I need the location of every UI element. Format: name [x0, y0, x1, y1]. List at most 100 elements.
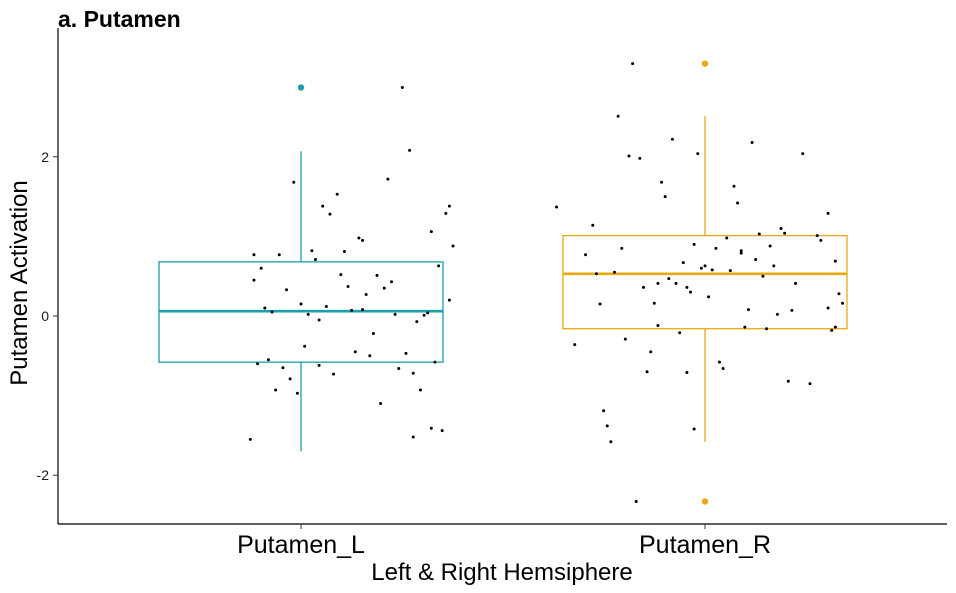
jitter-point — [681, 261, 685, 265]
jitter-point — [783, 231, 787, 235]
jitter-point — [631, 62, 635, 66]
jitter-point — [288, 377, 292, 381]
jitter-point — [390, 280, 393, 284]
jitter-point — [801, 152, 805, 156]
jitter-point — [826, 306, 830, 310]
jitter-point — [317, 363, 321, 367]
jitter-point — [411, 371, 415, 375]
jitter-point — [634, 499, 638, 503]
jitter-point — [295, 391, 299, 395]
jitter-point — [379, 402, 383, 406]
jitter-point — [775, 312, 779, 316]
jitter-point — [555, 205, 559, 209]
jitter-point — [699, 266, 703, 270]
box-group-putamen-l — [158, 84, 455, 452]
y-tick-label: 2 — [41, 149, 49, 165]
jitter-point — [303, 344, 307, 348]
jitter-point — [357, 236, 361, 240]
jitter-point — [815, 234, 819, 238]
jitter-point — [725, 236, 729, 240]
y-axis-label: Putamen Activation — [6, 180, 33, 385]
jitter-point — [259, 266, 263, 270]
x-tick-label: Putamen_R — [639, 531, 771, 559]
jitter-point — [274, 388, 278, 392]
jitter-point — [368, 354, 372, 358]
jitter-point — [447, 204, 451, 208]
jitter-point — [350, 308, 354, 312]
jitter-point — [779, 226, 783, 230]
jitter-point — [620, 246, 624, 250]
jitter-point — [266, 358, 270, 362]
x-axis-ticks: Putamen_L Putamen_R — [237, 524, 771, 559]
jitter-point — [768, 244, 772, 248]
jitter-point — [422, 313, 426, 317]
box-iqr — [562, 234, 848, 330]
jitter-point — [685, 285, 689, 289]
jitter-point — [714, 246, 718, 250]
jitter-point — [717, 360, 721, 364]
jitter-point — [743, 325, 747, 329]
plot-area — [158, 60, 848, 505]
jitter-point — [728, 269, 732, 273]
jitter-point — [451, 244, 455, 248]
jitter-point — [707, 295, 711, 299]
jitter-point — [321, 204, 325, 208]
jitter-point — [670, 137, 674, 141]
jitter-point — [342, 250, 346, 254]
jitter-point — [732, 184, 736, 188]
jitter-point — [761, 274, 765, 278]
jitter-point — [361, 308, 365, 312]
x-tick-label: Putamen_L — [237, 531, 365, 559]
jitter-point — [281, 366, 285, 370]
jitter-point — [623, 337, 627, 341]
jitter-point — [819, 238, 823, 242]
jitter-point — [393, 312, 397, 316]
jitter-point — [641, 285, 645, 289]
jitter-point — [594, 272, 598, 276]
jitter-point — [285, 288, 289, 292]
jitter-point — [408, 148, 412, 152]
jitter-point — [591, 223, 595, 227]
jitter-point — [299, 302, 303, 306]
jitter-point — [616, 114, 620, 118]
jitter-point — [256, 362, 260, 366]
jitter-point — [598, 302, 602, 306]
jitter-point — [692, 242, 696, 246]
jitter-point — [310, 249, 314, 253]
jitter-point — [444, 211, 448, 215]
jitter-point — [663, 195, 667, 199]
jitter-point — [645, 370, 649, 374]
jitter-point — [328, 212, 332, 216]
jitter-point — [754, 257, 758, 261]
jitter-point — [306, 312, 310, 316]
jitter-point — [447, 298, 451, 302]
jitter-point — [397, 367, 401, 371]
jitter-point — [429, 230, 433, 234]
jitter-point — [772, 264, 776, 268]
jitter-point — [656, 324, 660, 328]
jitter-point — [248, 437, 252, 441]
jitter-point — [656, 281, 660, 285]
jitter-point — [263, 306, 267, 310]
jitter-point — [429, 426, 433, 430]
jitter-point — [375, 273, 379, 277]
box-group-putamen-r — [555, 60, 848, 505]
jitter-point — [696, 152, 700, 156]
jitter-point — [386, 177, 390, 181]
jitter-point — [833, 325, 837, 329]
jitter-point — [317, 318, 321, 322]
jitter-point — [602, 409, 606, 413]
jitter-point — [627, 154, 631, 158]
jitter-point — [613, 270, 616, 274]
jitter-point — [400, 86, 404, 90]
jitter-point — [252, 253, 256, 257]
jitter-point — [765, 327, 769, 331]
jitter-point — [678, 331, 682, 335]
jitter-point — [660, 180, 664, 184]
jitter-point — [739, 251, 743, 255]
jitter-point — [652, 301, 656, 305]
jitter-point — [746, 308, 750, 312]
jitter-point — [703, 264, 707, 268]
jitter-point — [371, 332, 375, 336]
